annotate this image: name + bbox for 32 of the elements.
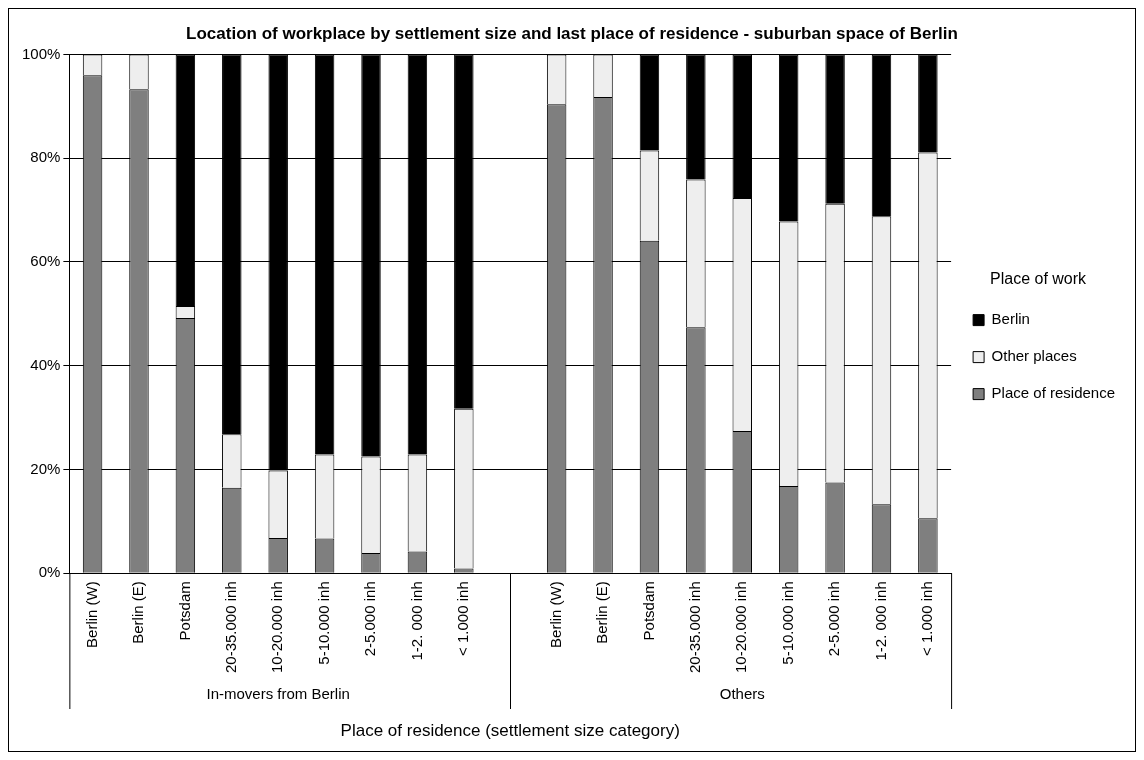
x-tick-label: 1-2. 000 inh [871, 581, 889, 661]
x-tick-label: Berlin (E) [129, 581, 147, 644]
x-tick-label: < 1.000 inh [453, 581, 471, 656]
x-tick-label: 20-35.000 inh [221, 581, 239, 674]
y-tick-label: 60% [30, 252, 61, 270]
y-tick-label: 80% [30, 148, 61, 166]
chart-title: Location of workplace by settlement size and last place of residence - suburban space of Berlin [186, 23, 958, 43]
legend-label: Berlin [991, 310, 1030, 328]
y-tick-label: 0% [38, 563, 61, 581]
x-tick-label: 1-2. 000 inh [407, 581, 425, 661]
y-tick-label: 20% [30, 459, 61, 477]
x-tick-label: Potsdam [639, 581, 657, 641]
legend-title: Place of work [990, 269, 1088, 287]
x-tick-label: 5-10.000 inh [314, 581, 332, 665]
legend-label: Other places [991, 347, 1077, 365]
text: In-movers from Berlin [206, 685, 350, 703]
x-tick-label: Berlin (W) [546, 581, 564, 648]
x-tick-label: 20-35.000 inh [686, 581, 703, 674]
text: Others [719, 685, 765, 703]
x-tick-label: < 1.000 inh [918, 581, 936, 656]
x-axis-title: Place of residence (settlement size category) [340, 720, 680, 740]
y-tick-label: 40% [30, 355, 61, 373]
x-tick-label: Berlin (W) [82, 581, 100, 648]
x-tick-label: 5-10.000 inh [778, 581, 796, 665]
x-tick-label: Berlin (E) [593, 581, 611, 644]
y-tick-label: 100% [21, 44, 61, 62]
legend-label: Place of residence [991, 384, 1115, 402]
x-tick-label: Potsdam [175, 581, 193, 641]
x-tick-label: 10-20.000 inh [732, 581, 750, 674]
x-tick-label: 2-5.000 inh [825, 581, 843, 657]
x-tick-label: 10-20.000 inh [268, 581, 286, 674]
x-tick-label: 2-5.000 inh [361, 581, 379, 657]
